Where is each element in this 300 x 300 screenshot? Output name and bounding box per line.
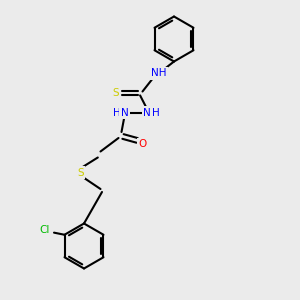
Text: N: N [121, 107, 128, 118]
Text: S: S [78, 167, 84, 178]
Text: Cl: Cl [40, 225, 50, 235]
Text: H: H [152, 107, 159, 118]
Text: N: N [143, 107, 151, 118]
Text: H: H [113, 107, 121, 118]
Text: NH: NH [151, 68, 167, 79]
Text: O: O [138, 139, 147, 149]
Text: S: S [112, 88, 119, 98]
